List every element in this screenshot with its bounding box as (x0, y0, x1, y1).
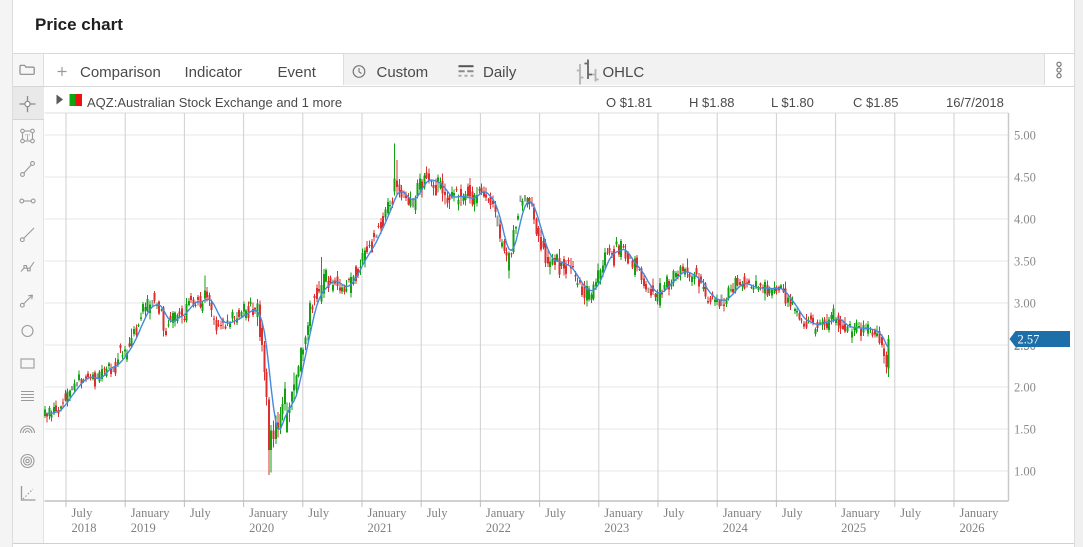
svg-text:4.00: 4.00 (1014, 213, 1036, 227)
svg-text:January: January (249, 506, 289, 520)
svg-text:3.50: 3.50 (1014, 255, 1036, 269)
svg-text:January: January (368, 506, 408, 520)
svg-text:1.00: 1.00 (1014, 465, 1036, 479)
svg-text:July: July (545, 506, 567, 520)
svg-text:3.00: 3.00 (1014, 297, 1036, 311)
svg-text:January: January (723, 506, 763, 520)
svg-text:5.00: 5.00 (1014, 129, 1036, 143)
svg-text:January: January (841, 506, 881, 520)
svg-text:July: July (190, 506, 212, 520)
svg-text:January: January (486, 506, 526, 520)
svg-text:4.50: 4.50 (1014, 171, 1036, 185)
svg-text:T: T (25, 132, 31, 142)
svg-text:2025: 2025 (841, 521, 866, 535)
svg-text:2020: 2020 (249, 521, 274, 535)
svg-text:July: July (782, 506, 804, 520)
svg-text:2018: 2018 (72, 521, 97, 535)
svg-text:2019: 2019 (131, 521, 156, 535)
svg-text:2.00: 2.00 (1014, 381, 1036, 395)
svg-text:July: July (664, 506, 686, 520)
svg-text:January: January (131, 506, 171, 520)
svg-text:2021: 2021 (368, 521, 393, 535)
svg-text:July: July (427, 506, 449, 520)
svg-text:January: January (960, 506, 1000, 520)
svg-text:2026: 2026 (960, 521, 985, 535)
svg-text:2023: 2023 (604, 521, 629, 535)
svg-text:July: July (900, 506, 922, 520)
svg-text:1.50: 1.50 (1014, 423, 1036, 437)
svg-text:July: July (308, 506, 330, 520)
svg-text:January: January (604, 506, 644, 520)
svg-text:2024: 2024 (723, 521, 749, 535)
svg-text:2.57: 2.57 (1018, 333, 1040, 347)
svg-text:July: July (72, 506, 94, 520)
svg-text:2022: 2022 (486, 521, 511, 535)
